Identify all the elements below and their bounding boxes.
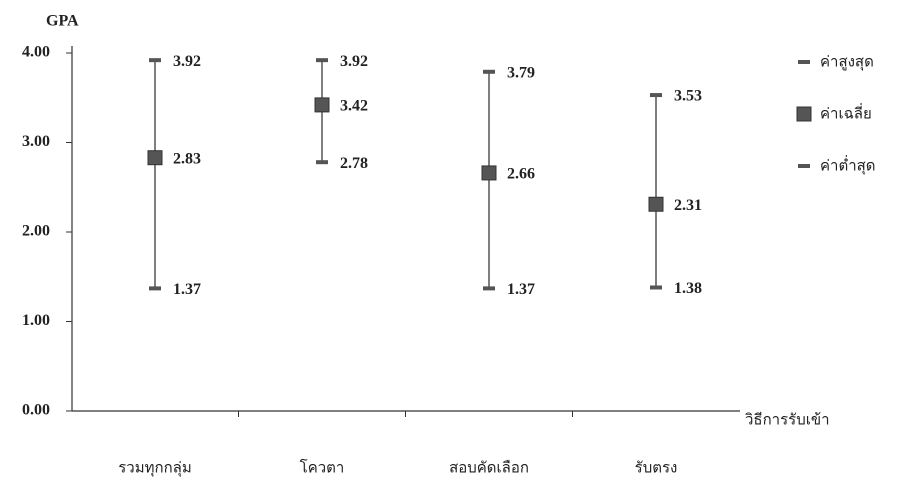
dash-mark — [149, 58, 161, 63]
data-label: 3.53 — [674, 88, 702, 105]
x-axis-label: วิธีการรับเข้า — [744, 411, 829, 429]
average-mark — [147, 150, 163, 166]
data-label: 2.83 — [173, 150, 201, 167]
dash-mark — [316, 58, 328, 63]
legend-swatch — [798, 164, 810, 168]
x-tick-label: โควตา — [300, 459, 345, 477]
data-label: 3.42 — [340, 98, 368, 115]
data-label: 2.78 — [340, 155, 368, 172]
data-label: 3.79 — [507, 64, 535, 81]
legend-swatch — [796, 106, 812, 122]
y-tick-label: 2.00 — [22, 223, 50, 240]
y-axis-label: GPA — [46, 13, 79, 30]
dash-mark — [316, 160, 328, 165]
legend-label: ค่าสูงสุด — [820, 53, 874, 72]
y-tick-label: 3.00 — [22, 133, 50, 150]
average-mark — [314, 97, 330, 113]
dash-mark — [149, 286, 161, 291]
x-tick-label: รวมทุกกลุ่ม — [118, 459, 192, 478]
x-tick-label: รับตรง — [635, 459, 678, 477]
data-label: 2.31 — [674, 197, 702, 214]
data-label: 1.38 — [674, 280, 702, 297]
y-tick-label: 4.00 — [22, 44, 50, 61]
legend-swatch — [798, 60, 810, 64]
data-label: 1.37 — [507, 281, 535, 298]
data-label: 3.92 — [173, 53, 201, 70]
dash-mark — [483, 286, 495, 291]
data-label: 3.92 — [340, 53, 368, 70]
data-label: 2.66 — [507, 166, 535, 183]
dash-mark — [483, 69, 495, 74]
dash-mark — [650, 285, 662, 290]
y-tick-label: 0.00 — [22, 402, 50, 419]
y-tick-label: 1.00 — [22, 312, 50, 329]
x-tick-label: สอบคัดเลือก — [449, 459, 529, 477]
legend-label: ค่าต่ำสุด — [820, 155, 876, 176]
average-mark — [481, 165, 497, 181]
legend-label: ค่าเฉลี่ย — [820, 103, 872, 123]
dash-mark — [650, 93, 662, 98]
average-mark — [648, 196, 664, 212]
data-label: 1.37 — [173, 281, 201, 298]
